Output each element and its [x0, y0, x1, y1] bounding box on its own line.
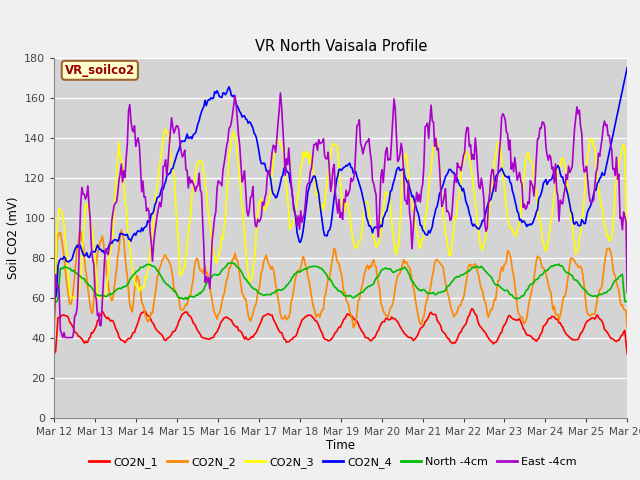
Y-axis label: Soil CO2 (mV): Soil CO2 (mV): [7, 196, 20, 279]
Title: VR North Vaisala Profile: VR North Vaisala Profile: [255, 39, 427, 54]
X-axis label: Time: Time: [326, 439, 355, 453]
Legend: CO2N_1, CO2N_2, CO2N_3, CO2N_4, North -4cm, East -4cm: CO2N_1, CO2N_2, CO2N_3, CO2N_4, North -4…: [84, 452, 581, 472]
Text: VR_soilco2: VR_soilco2: [65, 64, 135, 77]
